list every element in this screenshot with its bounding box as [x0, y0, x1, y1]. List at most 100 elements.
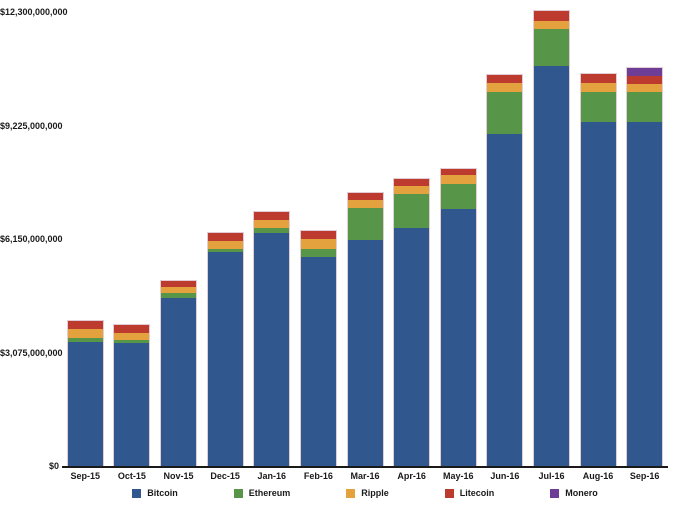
bar-segment-ripple: [347, 199, 383, 209]
bar-segment-bitcoin: [207, 251, 243, 466]
x-axis-line: [62, 466, 668, 468]
bar-jun-16: [487, 75, 523, 466]
bar-segment-litecoin: [394, 179, 430, 186]
bar-segment-bitcoin: [347, 240, 383, 466]
bar-aug-16: [580, 74, 616, 466]
legend: Bitcoin Ethereum Ripple Litecoin Monero: [62, 488, 668, 498]
bar-segment-ripple: [67, 329, 103, 338]
legend-swatch-icon: [233, 488, 243, 498]
bar-nov-15: [161, 280, 197, 466]
bar-segment-litecoin: [300, 230, 336, 240]
bar-segment-ethereum: [347, 208, 383, 241]
bar-segment-ripple: [254, 219, 290, 229]
x-tick-label-feb-16: Feb-16: [303, 471, 333, 481]
bar-segment-ripple: [580, 82, 616, 92]
bar-segment-bitcoin: [161, 298, 197, 466]
x-tick-label-jun-16: Jun-16: [490, 471, 520, 481]
bar-segment-ethereum: [207, 248, 243, 252]
x-tick-label-sep-16: Sep-16: [629, 471, 660, 481]
legend-item-bitcoin: Bitcoin: [132, 488, 178, 498]
bar-segment-litecoin: [67, 320, 103, 330]
x-tick-label-jan-16: Jan-16: [257, 471, 287, 481]
bar-apr-16: [394, 179, 430, 466]
bar-segment-bitcoin: [254, 233, 290, 466]
plot-area: [62, 10, 668, 466]
y-tick-label: $6,150,000,000: [0, 234, 63, 244]
bar-segment-bitcoin: [580, 121, 616, 466]
legend-swatch-icon: [346, 488, 356, 498]
x-tick-label-apr-16: Apr-16: [397, 471, 426, 481]
y-tick-label: $12,300,000,000: [0, 7, 68, 17]
x-tick-label-may-16: May-16: [442, 471, 474, 481]
bar-segment-ethereum: [67, 337, 103, 342]
x-tick-label-oct-15: Oct-15: [117, 471, 146, 481]
bar-segment-ethereum: [161, 293, 197, 299]
x-tick-label-sep-15: Sep-15: [70, 471, 101, 481]
legend-item-litecoin: Litecoin: [444, 488, 495, 498]
bar-segment-ethereum: [580, 91, 616, 122]
bar-segment-ethereum: [627, 92, 663, 122]
bar-segment-bitcoin: [394, 228, 430, 466]
legend-swatch-icon: [550, 488, 560, 498]
bar-segment-ethereum: [440, 184, 476, 210]
bar-segment-litecoin: [207, 233, 243, 242]
legend-swatch-icon: [132, 488, 142, 498]
bar-may-16: [440, 168, 476, 466]
bar-oct-15: [114, 325, 150, 466]
bar-segment-ripple: [394, 185, 430, 194]
bar-segment-litecoin: [254, 211, 290, 220]
x-tick-label-mar-16: Mar-16: [350, 471, 380, 481]
bar-segment-ripple: [487, 82, 523, 92]
y-tick-label: $9,225,000,000: [0, 120, 63, 131]
bar-jul-16: [533, 11, 569, 466]
bar-segment-ripple: [114, 333, 150, 341]
bar-dec-15: [207, 233, 243, 466]
legend-label: Litecoin: [459, 488, 495, 498]
legend-label: Ethereum: [248, 488, 291, 498]
bar-segment-ripple: [300, 239, 336, 249]
bar-segment-ripple: [627, 83, 663, 93]
bar-segment-bitcoin: [67, 341, 103, 466]
bar-segment-monero: [627, 67, 663, 76]
legend-label: Monero: [565, 488, 598, 498]
x-tick-label-aug-16: Aug-16: [582, 471, 614, 481]
legend-item-monero: Monero: [550, 488, 598, 498]
bar-segment-ethereum: [114, 340, 150, 344]
bar-segment-bitcoin: [114, 343, 150, 466]
x-tick-label-nov-15: Nov-15: [163, 471, 194, 481]
x-tick-label-jul-16: Jul-16: [538, 471, 565, 481]
bar-segment-bitcoin: [300, 256, 336, 466]
y-tick-label: $0: [48, 461, 59, 471]
bar-sep-16: [627, 67, 663, 466]
y-tick-label: $3,075,000,000: [0, 347, 63, 358]
bar-segment-ripple: [533, 20, 569, 30]
bar-mar-16: [347, 192, 383, 466]
bar-segment-litecoin: [580, 74, 616, 83]
bar-segment-litecoin: [161, 280, 197, 288]
legend-item-ripple: Ripple: [346, 488, 389, 498]
bar-segment-bitcoin: [440, 209, 476, 466]
bar-segment-litecoin: [114, 325, 150, 334]
bar-segment-ethereum: [254, 228, 290, 234]
bar-jan-16: [254, 211, 290, 466]
bar-segment-litecoin: [533, 11, 569, 21]
bar-segment-ethereum: [300, 248, 336, 257]
x-tick-label-dec-15: Dec-15: [210, 471, 240, 481]
legend-label: Ripple: [361, 488, 389, 498]
legend-item-ethereum: Ethereum: [233, 488, 291, 498]
bar-segment-litecoin: [487, 75, 523, 83]
bar-segment-litecoin: [440, 168, 476, 176]
bar-segment-ethereum: [394, 193, 430, 229]
bar-segment-ethereum: [487, 91, 523, 135]
bar-segment-ripple: [207, 241, 243, 249]
bar-segment-ripple: [161, 287, 197, 294]
bar-segment-bitcoin: [533, 65, 569, 466]
bar-segment-ethereum: [533, 29, 569, 66]
bar-feb-16: [300, 230, 336, 466]
bar-segment-ripple: [440, 175, 476, 185]
bar-sep-15: [67, 320, 103, 466]
legend-label: Bitcoin: [147, 488, 178, 498]
bar-segment-litecoin: [347, 192, 383, 200]
bar-segment-bitcoin: [487, 134, 523, 466]
